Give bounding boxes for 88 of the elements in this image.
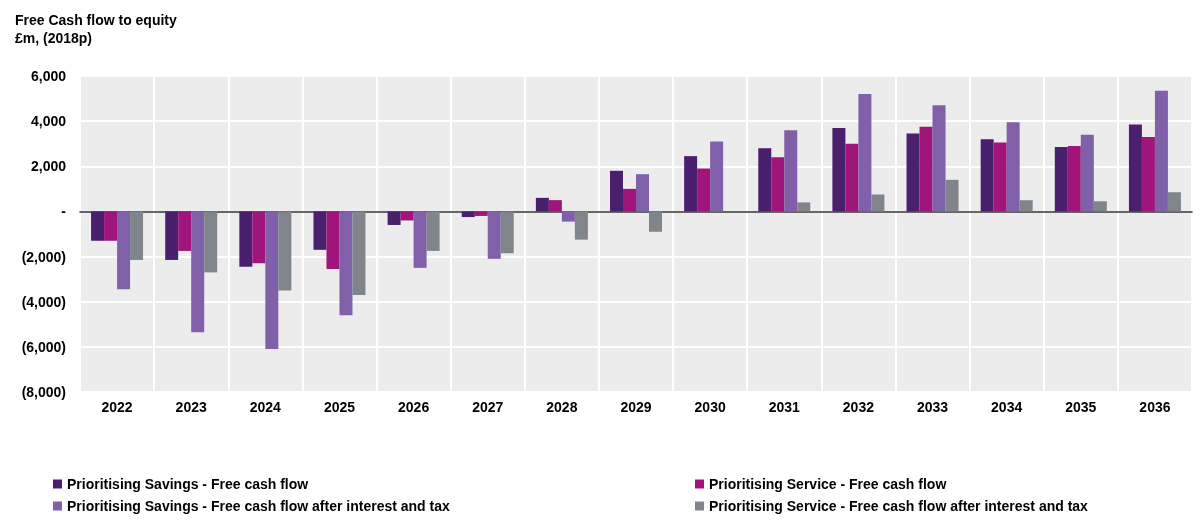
bar — [339, 211, 353, 316]
x-tick-label: 2032 — [842, 399, 875, 415]
legend-label: Prioritising Service - Free cash flow — [709, 476, 947, 492]
bar — [932, 105, 946, 212]
bar — [535, 197, 549, 212]
x-tick-label: 2025 — [323, 399, 356, 415]
x-tick-label: 2034 — [991, 399, 1023, 415]
bar — [487, 211, 501, 259]
bar — [1054, 147, 1068, 212]
y-tick-label: 2,000 — [30, 158, 67, 175]
x-tick-label: 2022 — [101, 399, 133, 415]
bar — [313, 211, 327, 250]
bar — [858, 94, 872, 212]
chart-subtitle: £m, (2018p) — [15, 30, 93, 46]
bar — [461, 211, 475, 218]
bar — [239, 211, 253, 267]
bar — [500, 211, 514, 254]
bar — [252, 211, 266, 264]
bar — [548, 200, 562, 212]
legend-label: Prioritising Savings - Free cash flow — [67, 476, 309, 492]
bar — [474, 211, 488, 216]
x-tick-label: 2031 — [768, 399, 801, 415]
bar — [758, 148, 772, 212]
bar — [832, 127, 846, 212]
bar — [784, 130, 798, 212]
x-tick-label: 2029 — [620, 399, 652, 415]
bar — [1067, 145, 1081, 212]
x-tick-label: 2027 — [472, 399, 504, 415]
bar — [845, 143, 859, 212]
bar — [178, 211, 192, 251]
x-tick-label: 2035 — [1065, 399, 1097, 415]
bar — [1154, 90, 1168, 212]
bar — [797, 202, 811, 212]
bar — [278, 211, 292, 291]
bar — [352, 211, 366, 295]
bar — [1141, 136, 1155, 212]
x-tick-label: 2033 — [916, 399, 949, 415]
bar — [710, 141, 724, 212]
bar — [130, 211, 144, 260]
bar — [980, 139, 994, 212]
bar — [204, 211, 218, 273]
y-tick-label: 4,000 — [30, 113, 67, 130]
y-tick-label: - — [61, 203, 67, 220]
bar — [561, 211, 575, 222]
bar — [1093, 201, 1107, 212]
y-tick-label: 6,000 — [30, 68, 67, 84]
bar — [649, 211, 662, 232]
x-tick-label: 2026 — [398, 399, 430, 415]
bar — [265, 211, 279, 350]
bar — [413, 211, 427, 268]
bar — [871, 194, 885, 212]
bar — [1019, 200, 1033, 212]
bar — [1167, 192, 1181, 212]
y-tick-label: (6,000) — [21, 338, 66, 355]
bar — [636, 174, 649, 212]
bar — [1006, 122, 1020, 212]
y-tick-label: (2,000) — [21, 248, 66, 265]
bar — [610, 170, 623, 212]
bar — [387, 211, 401, 225]
legend-label: Prioritising Savings - Free cash flow after interest and tax — [67, 498, 450, 514]
bar — [574, 211, 588, 240]
bar — [117, 211, 131, 290]
bar — [919, 126, 933, 212]
bar — [400, 211, 414, 221]
y-tick-label: (4,000) — [21, 293, 66, 310]
x-tick-label: 2023 — [175, 399, 207, 415]
bar — [426, 211, 440, 251]
y-tick-label: (8,000) — [21, 384, 66, 400]
bar — [684, 156, 698, 212]
bar — [771, 157, 785, 212]
x-tick-label: 2024 — [249, 399, 282, 415]
x-tick-label: 2028 — [546, 399, 578, 415]
bar — [91, 211, 105, 241]
bar — [1128, 124, 1142, 212]
bar — [697, 168, 711, 212]
bar — [165, 211, 179, 260]
x-tick-label: 2036 — [1139, 399, 1171, 415]
chart-title: Free Cash flow to equity — [15, 12, 178, 28]
bar — [1080, 134, 1094, 212]
bar — [326, 211, 340, 269]
bar — [104, 211, 118, 241]
bar — [906, 133, 920, 212]
legend-label: Prioritising Service - Free cash flow after interest and tax — [709, 498, 1089, 514]
bar — [623, 188, 636, 212]
bar — [993, 142, 1007, 212]
bar — [191, 211, 205, 333]
bar — [945, 179, 959, 212]
x-tick-label: 2030 — [694, 399, 726, 415]
